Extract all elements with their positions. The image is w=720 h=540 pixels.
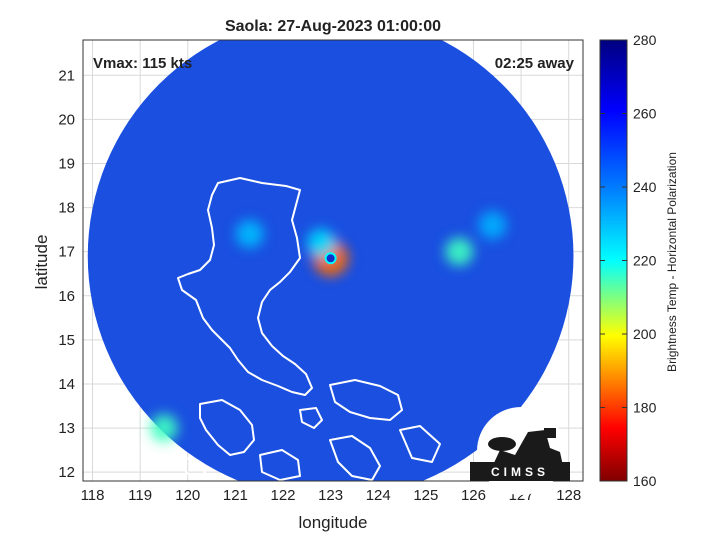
x-tick-label: 119 (128, 487, 152, 504)
chart-title: Saola: 27-Aug-2023 01:00:00 (225, 18, 441, 35)
colorbar-tick-label: 180 (633, 400, 657, 416)
palawan-tip (185, 457, 206, 481)
cold-cloud-blob (149, 414, 178, 443)
x-tick-label: 126 (461, 487, 486, 504)
masbate-coast (299, 407, 323, 429)
colorbar-tick-label: 200 (633, 326, 657, 342)
y-tick-label: 17 (58, 244, 75, 261)
cimss-logo-text: CIMSS (491, 465, 549, 479)
colorbar-tick-label: 280 (633, 32, 657, 48)
colorbar-tick-label: 220 (633, 253, 657, 269)
y-ticks: 12 13 14 15 16 17 18 19 20 21 (58, 67, 75, 481)
y-tick-label: 21 (58, 67, 75, 84)
cimss-logo: CIMSS (470, 407, 570, 495)
colorbar-tick-label: 240 (633, 179, 657, 195)
vmax-annotation: Vmax: 115 kts (93, 55, 192, 72)
negros-leyte-coast (329, 435, 381, 481)
y-tick-label: 13 (58, 420, 75, 437)
x-tick-label: 128 (556, 487, 581, 504)
y-tick-label: 20 (58, 111, 75, 128)
y-tick-label: 12 (58, 464, 75, 481)
x-tick-label: 125 (413, 487, 438, 504)
cold-cloud-blob (445, 237, 474, 266)
y-tick-label: 16 (58, 288, 75, 305)
y-tick-label: 18 (58, 200, 75, 217)
y-axis-label: latitude (32, 235, 51, 290)
plot-frame (82, 39, 584, 482)
x-tick-label: 122 (270, 487, 295, 504)
samar-coast (329, 379, 403, 421)
x-tick-label: 123 (318, 487, 343, 504)
x-axis-label: longitude (298, 513, 367, 532)
colorbar-tick-label: 260 (633, 106, 657, 122)
x-tick-label: 118 (81, 487, 105, 504)
colorbar-tick-label: 160 (633, 473, 657, 489)
panay-coast (259, 449, 301, 481)
x-tick-label: 124 (366, 487, 391, 504)
x-tick-label: 121 (223, 487, 248, 504)
cold-cloud-blob (478, 211, 507, 240)
cold-cloud-layer (149, 211, 507, 443)
y-tick-label: 14 (58, 376, 75, 393)
cold-cloud-blob (235, 220, 264, 249)
y-tick-label: 15 (58, 332, 75, 349)
cold-cloud-blob (307, 228, 336, 257)
mindoro-coast (199, 399, 255, 456)
time-offset-annotation: 02:25 away (495, 55, 575, 72)
storm-eye (324, 252, 337, 265)
x-tick-label: 120 (175, 487, 200, 504)
y-tick-label: 19 (58, 155, 75, 172)
samar-east-coast (399, 425, 441, 463)
coastlines (177, 177, 441, 481)
colorbar-ticks: 160 180 200 220 240 260 280 (600, 32, 657, 489)
luzon-coast (177, 177, 313, 396)
colorbar-label: Brightness Temp - Horizontal Polarizatio… (665, 152, 679, 372)
